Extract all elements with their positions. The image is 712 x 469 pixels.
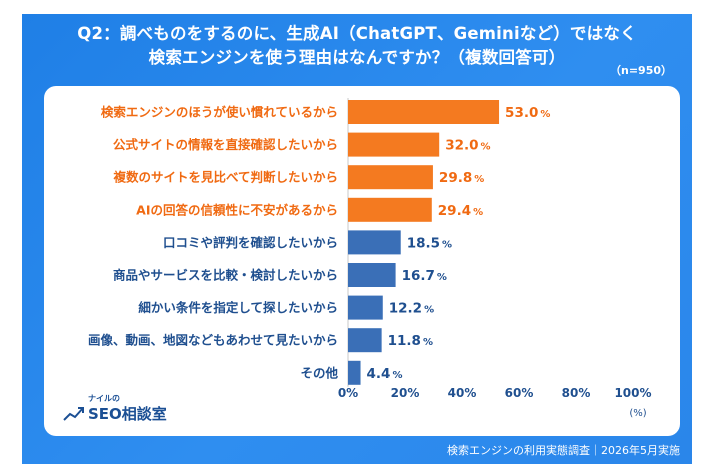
source-note: 検索エンジンの利用実態調査｜2026年5月実施: [447, 444, 680, 457]
category-label-2: 公式サイトの情報を直接確認したいから: [113, 137, 338, 152]
category-label-3: 複数のサイトを見比べて判断したいから: [112, 170, 338, 185]
seo-sodanshitsu-logo: ナイルの SEO相談室: [62, 392, 182, 426]
bar-3: [348, 165, 433, 190]
x-tick-label-3: 40%: [448, 386, 477, 400]
chart-title: Q2：調べものをするのに、生成AI（ChatGPT、Geminiなど）ではなく …: [22, 22, 692, 70]
title-line-2: 検索エンジンを使う理由はなんですか？（複数回答可）: [148, 48, 566, 67]
bar-6: [348, 263, 396, 287]
logo-small-text: ナイルの: [88, 394, 120, 403]
x-tick-label-1: 0%: [338, 386, 358, 400]
value-label-2: 32.0%: [445, 138, 490, 154]
value-label-3: 29.8%: [439, 170, 484, 186]
value-label-1: 53.0%: [505, 105, 550, 121]
title-line-1: Q2：調べものをするのに、生成AI（ChatGPT、Geminiなど）ではなく: [77, 24, 637, 43]
bar-5: [348, 230, 401, 255]
trend-chart-icon: [63, 407, 84, 421]
category-label-8: 画像、動画、地図などもあわせて見たいから: [88, 333, 338, 348]
category-label-1: 検索エンジンのほうが使い慣れているから: [101, 105, 338, 120]
x-tick-label-6: 100%: [614, 386, 651, 400]
sample-size-label: （n=950）: [610, 64, 673, 77]
category-label-4: AIの回答の信頼性に不安があるから: [136, 202, 338, 217]
bar-9: [348, 360, 361, 385]
value-label-7: 12.2%: [389, 301, 434, 317]
x-tick-label-5: 80%: [562, 386, 591, 400]
value-label-4: 29.4%: [438, 203, 483, 219]
bar-2: [348, 132, 440, 157]
x-tick-label-2: 20%: [391, 386, 420, 400]
value-label-8: 11.8%: [388, 333, 433, 349]
category-label-9: その他: [300, 365, 338, 380]
bar-8: [348, 328, 382, 353]
x-tick-label-4: 60%: [505, 386, 534, 400]
bar-1: [348, 100, 500, 124]
bar-7: [348, 295, 383, 320]
bar-4: [348, 197, 432, 222]
category-label-5: 口コミや評判を確認したいから: [163, 235, 338, 250]
value-label-6: 16.7%: [402, 268, 447, 284]
category-label-6: 商品やサービスを比較・検討したいから: [113, 268, 338, 283]
value-label-5: 18.5%: [407, 235, 452, 251]
x-axis-label: (%): [629, 408, 646, 419]
value-label-9: 4.4%: [367, 366, 403, 382]
logo-main-text: SEO相談室: [88, 405, 167, 423]
category-label-7: 細かい条件を指定して探したいから: [138, 300, 338, 315]
